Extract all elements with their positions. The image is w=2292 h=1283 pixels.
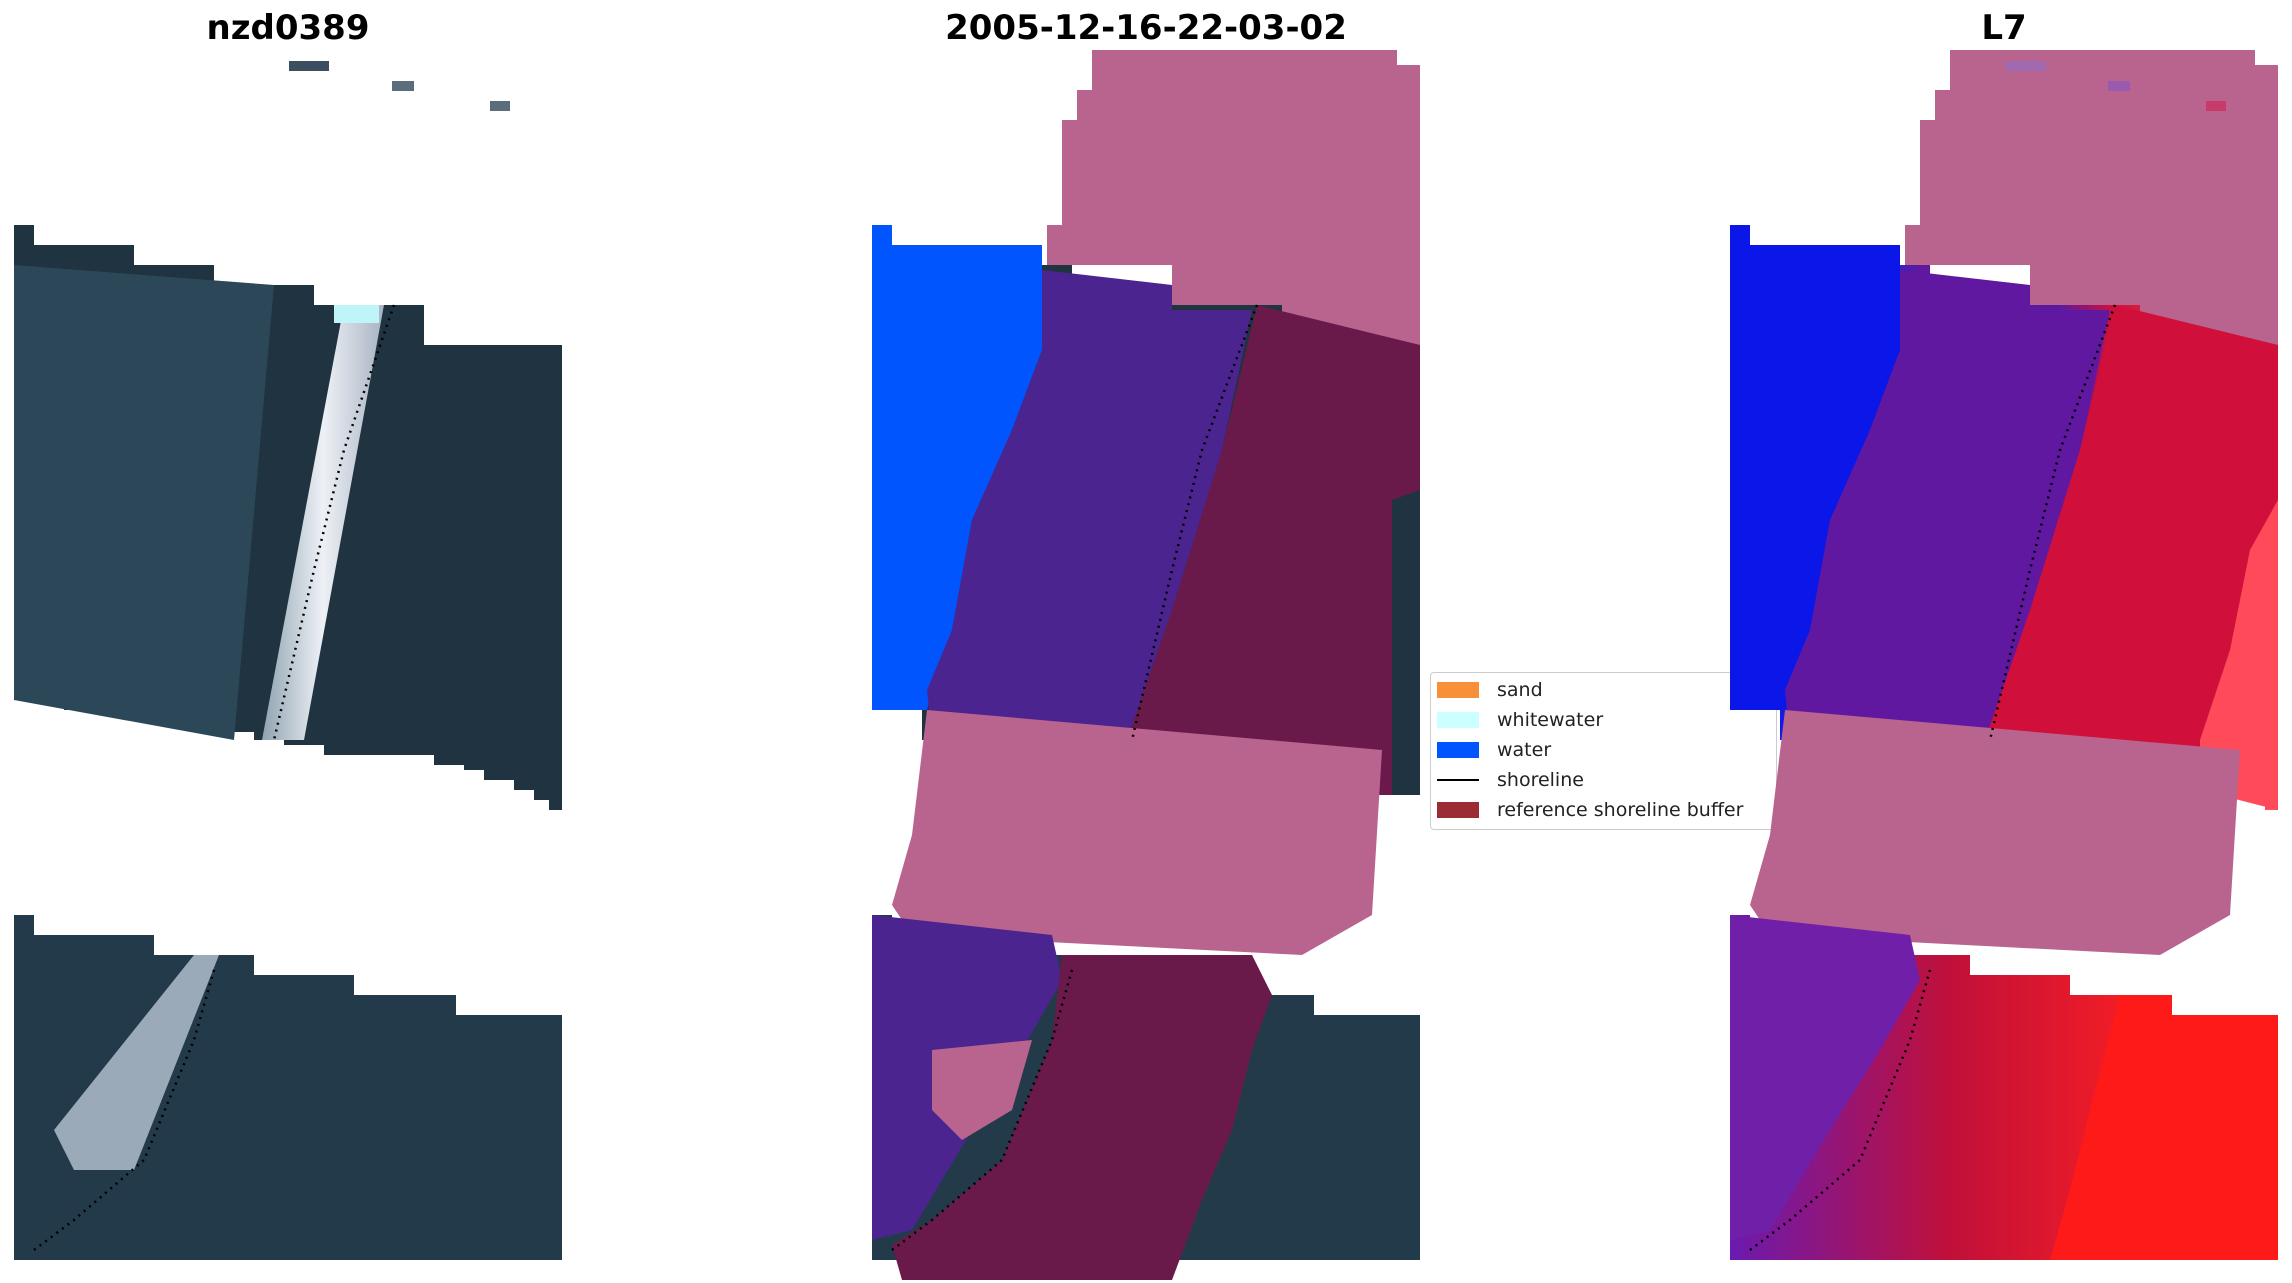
legend-item-sand: sand xyxy=(1437,675,1543,705)
middle-panel-title: 2005-12-16-22-03-02 xyxy=(945,8,1347,48)
legend-item-shoreline: shoreline xyxy=(1437,765,1584,795)
sand-strip xyxy=(262,305,384,740)
pixel-patch xyxy=(2206,101,2226,111)
legend-label: whitewater xyxy=(1497,709,1604,731)
pixel-patch xyxy=(2006,61,2046,71)
whitewater-swatch xyxy=(1437,712,1479,728)
legend-item-water: water xyxy=(1437,735,1551,765)
rgb-image-panel xyxy=(14,61,562,1260)
legend-label: water xyxy=(1497,739,1552,761)
pixel-patch xyxy=(392,81,414,91)
sand-strip-lower xyxy=(54,955,219,1170)
right-panel-title: L7 xyxy=(1981,8,2027,48)
sand-swatch xyxy=(1437,682,1479,698)
shoreline-line-swatch xyxy=(1437,779,1479,781)
water-swatch xyxy=(1437,742,1479,758)
image-tile-lower xyxy=(14,915,562,1260)
legend-label: sand xyxy=(1497,679,1543,701)
image-water-region xyxy=(14,265,274,740)
pixel-patch xyxy=(490,101,510,111)
index-image-panel xyxy=(1730,50,2278,1260)
buffer-swatch xyxy=(1437,802,1479,818)
no-data-mask-lower xyxy=(932,1040,1032,1140)
pixel-patch xyxy=(289,61,329,71)
class-buffer-lower xyxy=(892,955,1272,1280)
shoreline-dotted xyxy=(272,304,396,741)
index-blue-region xyxy=(1730,225,1900,710)
legend-item-reference-buffer: reference shoreline buffer xyxy=(1437,795,1743,825)
index-light-red-region xyxy=(2200,500,2278,810)
index-red-region xyxy=(1985,305,2278,795)
pixel-patch xyxy=(2108,81,2130,91)
index-purple-lower xyxy=(1730,915,1920,1240)
legend-label: reference shoreline buffer xyxy=(1497,799,1744,821)
whitewater-patch xyxy=(334,305,379,323)
no-data-mask-middle xyxy=(1750,710,2240,955)
legend-item-whitewater: whitewater xyxy=(1437,705,1603,735)
shoreline-dotted xyxy=(1988,304,2117,741)
shoreline-dotted xyxy=(1130,304,1259,741)
classified-image-panel xyxy=(872,50,1420,1280)
legend: sand whitewater water shoreline referenc… xyxy=(1430,672,1777,830)
left-panel-title: nzd0389 xyxy=(206,8,370,48)
no-data-mask xyxy=(1905,50,2278,350)
class-buffer xyxy=(1127,305,1420,795)
no-data-mask-middle xyxy=(892,710,1382,955)
class-purple xyxy=(927,270,1252,740)
index-bright-red-lower xyxy=(2050,995,2278,1260)
class-water xyxy=(872,225,1042,710)
legend-label: shoreline xyxy=(1497,769,1584,791)
index-purple-region xyxy=(1785,270,2110,740)
no-data-mask xyxy=(1047,50,1420,350)
